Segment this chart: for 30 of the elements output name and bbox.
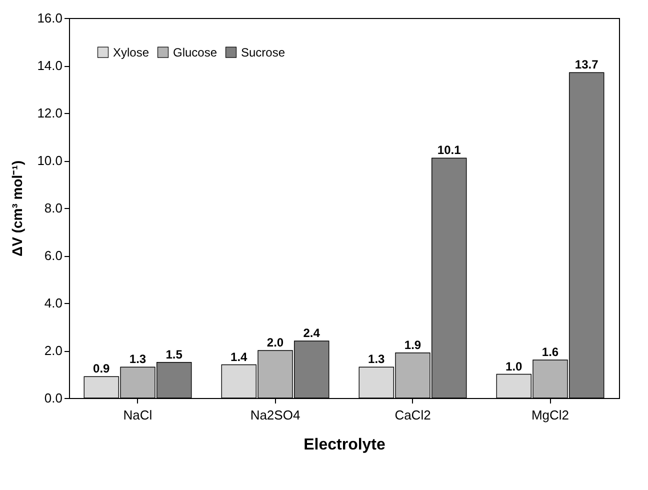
data-label: 1.6	[542, 345, 559, 359]
legend-label: Xylose	[113, 45, 150, 60]
y-tick-label: 2.0	[44, 343, 62, 358]
x-tick-label: Na2SO4	[250, 408, 300, 422]
y-tick-label: 10.0	[37, 153, 62, 168]
data-label: 0.9	[93, 362, 110, 376]
x-tick-label: CaCl2	[394, 408, 431, 422]
data-label: 1.0	[506, 359, 523, 374]
data-label: 2.4	[303, 326, 320, 340]
y-axis-title: ΔV (cm³ mol⁻¹)	[9, 160, 26, 256]
y-tick-label: 6.0	[44, 248, 62, 263]
y-tick-label: 8.0	[44, 200, 62, 216]
data-label: 1.9	[404, 338, 422, 352]
legend-label: Glucose	[173, 45, 218, 60]
y-tick-label: 0.0	[44, 390, 62, 406]
data-label: 1.3	[368, 352, 386, 366]
data-label: 1.3	[129, 352, 146, 366]
x-tick-label: NaCl	[123, 408, 152, 422]
data-label: 1.4	[230, 350, 248, 364]
x-tick-label: MgCl2	[531, 408, 570, 422]
y-tick-label: 14.0	[37, 58, 62, 73]
y-tick-label: 4.0	[44, 296, 62, 310]
legend-label: Sucrose	[241, 45, 286, 60]
y-tick-label: 12.0	[37, 106, 62, 120]
x-axis-title: Electrolyte	[304, 436, 386, 454]
data-label: 13.7	[574, 58, 599, 72]
data-label: 10.1	[437, 143, 462, 158]
data-label: 2.0	[266, 336, 284, 350]
data-label: 1.5	[166, 347, 183, 362]
y-tick-label: 16.0	[37, 10, 62, 26]
